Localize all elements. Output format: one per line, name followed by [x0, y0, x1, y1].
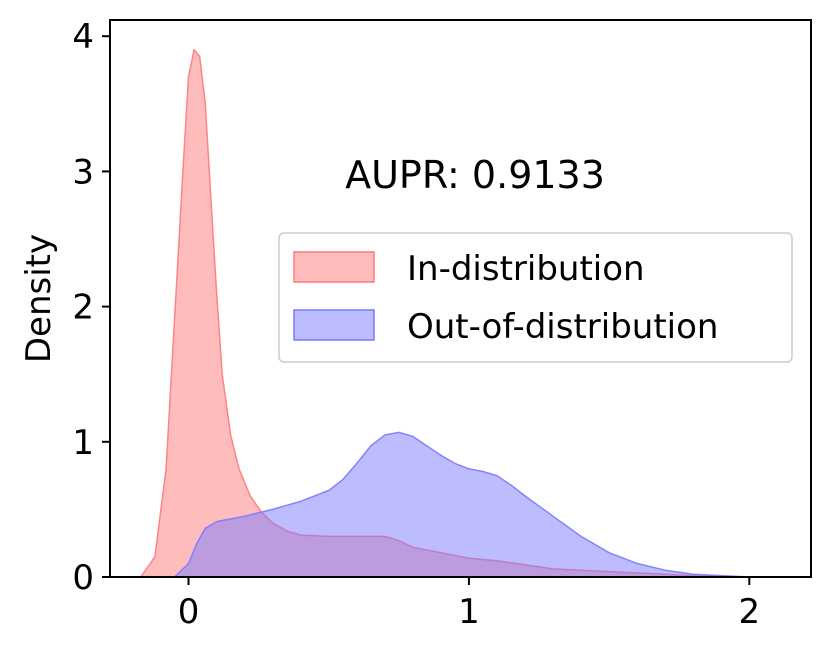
- y-tick-label: 0: [72, 558, 94, 598]
- ticks-layer: 0 1 2 0 1 2 3 4: [72, 17, 760, 632]
- x-tick-label: 1: [458, 592, 480, 632]
- series-area-out-of-distribution: [173, 431, 751, 578]
- legend-swatch: [293, 251, 375, 283]
- aupr-annotation: AUPR: 0.9133: [345, 153, 605, 197]
- y-axis-label: Density: [19, 234, 59, 363]
- plot-frame: [109, 19, 812, 578]
- y-tick-label: 2: [72, 288, 94, 328]
- series-layer: [140, 48, 751, 578]
- y-tick-label: 1: [72, 423, 94, 463]
- y-tick-label: 3: [72, 152, 94, 192]
- legend-label: Out-of-distribution: [407, 307, 718, 347]
- y-tick-label: 4: [72, 17, 94, 57]
- x-tick-label: 2: [738, 592, 760, 632]
- x-tick-label: 0: [178, 592, 200, 632]
- legend-swatch: [293, 309, 375, 341]
- legend-box: [278, 232, 793, 363]
- legend-label: In-distribution: [407, 249, 645, 289]
- legend: In-distribution Out-of-distribution: [278, 232, 793, 363]
